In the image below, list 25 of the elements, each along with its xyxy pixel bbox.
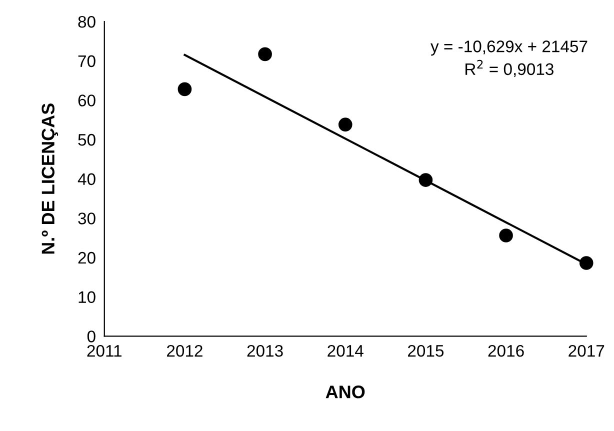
y-tick-label: 40 <box>78 173 96 186</box>
x-tick-label: 2014 <box>328 344 364 357</box>
x-tick-label: 2017 <box>568 344 604 357</box>
x-tick-label: 2012 <box>167 344 202 357</box>
point <box>499 228 513 242</box>
point <box>338 118 352 132</box>
y-tick-label: 0 <box>87 330 96 342</box>
y-axis-title: N.º DE LICENÇAS <box>42 104 58 254</box>
x-tick-label: 2011 <box>87 344 122 357</box>
y-tick-label: 10 <box>78 291 96 304</box>
y-tick-label: 30 <box>78 212 96 224</box>
y-tick-label: 20 <box>78 252 96 264</box>
y-tick-label: 50 <box>78 134 96 146</box>
x-tick-label: 2016 <box>488 344 524 357</box>
point <box>418 173 433 187</box>
point <box>258 47 272 62</box>
y-tick-label: 70 <box>78 55 96 68</box>
annotation: y = -10,629x + 21457 R$^{2}$ = 0,9013 <box>430 40 588 78</box>
point <box>178 82 192 96</box>
y-tick-label: 80 <box>78 16 96 28</box>
y-tick-label: 60 <box>78 94 96 106</box>
point <box>579 256 594 270</box>
x-axis-title: ANO <box>326 386 365 398</box>
x-tick-label: 2015 <box>408 344 444 357</box>
x-tick-label: 2013 <box>247 344 283 357</box>
